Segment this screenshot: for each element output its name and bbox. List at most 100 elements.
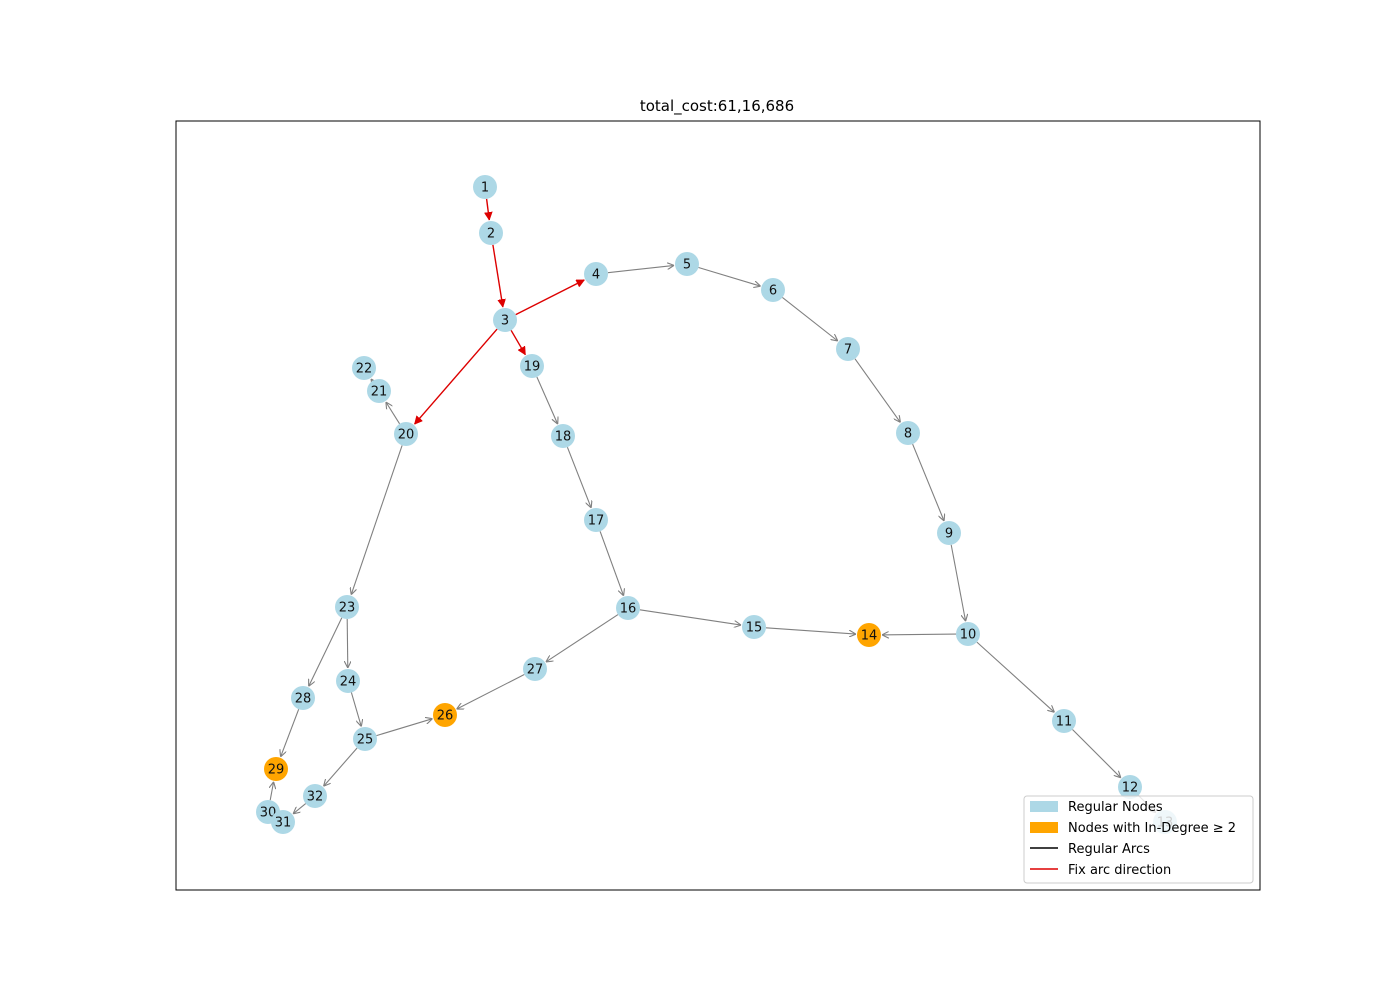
node-label-20: 20 <box>398 428 415 443</box>
node-19: 19 <box>520 354 544 378</box>
node-circle-21 <box>367 379 391 403</box>
node-label-22: 22 <box>356 362 373 377</box>
node-circle-16 <box>616 596 640 620</box>
node-label-15: 15 <box>746 621 763 636</box>
node-label-8: 8 <box>904 427 912 442</box>
node-label-5: 5 <box>683 258 691 273</box>
node-label-27: 27 <box>527 663 544 678</box>
node-8: 8 <box>896 421 920 445</box>
arc-5-6 <box>698 266 761 287</box>
node-label-6: 6 <box>769 284 777 299</box>
node-circle-9 <box>937 521 961 545</box>
arc-25-32 <box>324 747 358 786</box>
node-label-28: 28 <box>295 692 312 707</box>
node-31: 31 <box>271 810 295 834</box>
node-label-18: 18 <box>555 430 572 445</box>
arc-6-7 <box>782 296 837 341</box>
legend-box <box>1023 795 1254 884</box>
node-label-11: 11 <box>1056 715 1073 730</box>
node-label-16: 16 <box>620 602 637 617</box>
arc-4-5 <box>607 265 674 274</box>
node-circle-27 <box>523 657 547 681</box>
legend-label-indegree-nodes: Nodes with In-Degree ≥ 2 <box>1068 821 1236 836</box>
node-label-23: 23 <box>339 601 356 616</box>
arc-21-22 <box>371 379 372 381</box>
node-circle-28 <box>291 686 315 710</box>
node-circle-8 <box>896 421 920 445</box>
node-circle-23 <box>335 595 359 619</box>
node-circle-3 <box>493 308 517 332</box>
node-label-19: 19 <box>524 360 541 375</box>
arc-19-18 <box>536 376 558 424</box>
node-label-2: 2 <box>487 227 495 242</box>
node-10: 10 <box>956 622 980 646</box>
node-2: 2 <box>479 221 503 245</box>
node-circle-18 <box>551 424 575 448</box>
node-label-10: 10 <box>960 628 977 643</box>
legend-label-regular-nodes: Regular Nodes <box>1068 800 1163 815</box>
arc-27-26 <box>457 674 525 710</box>
arc-25-26 <box>376 719 433 737</box>
node-4: 4 <box>584 262 608 286</box>
node-29: 29 <box>264 757 288 781</box>
arc-7-8 <box>854 358 900 423</box>
node-label-4: 4 <box>592 268 600 283</box>
node-17: 17 <box>584 508 608 532</box>
node-circle-11 <box>1052 709 1076 733</box>
node-label-9: 9 <box>945 527 953 542</box>
arc-23-28 <box>309 617 343 687</box>
arc-23-24 <box>347 618 348 668</box>
node-7: 7 <box>836 337 860 361</box>
arc-3-20 <box>413 328 498 424</box>
node-3: 3 <box>493 308 517 332</box>
node-12: 12 <box>1118 775 1142 799</box>
node-circle-1 <box>473 175 497 199</box>
node-label-1: 1 <box>481 181 489 196</box>
legend-swatch-indegree-nodes <box>1030 822 1058 833</box>
node-6: 6 <box>761 278 785 302</box>
arc-10-14 <box>882 634 957 635</box>
node-label-7: 7 <box>844 343 852 358</box>
arc-15-14 <box>765 627 856 634</box>
arc-18-17 <box>566 446 591 508</box>
node-label-32: 32 <box>307 790 324 805</box>
arc-20-23 <box>351 445 403 594</box>
node-label-17: 17 <box>588 514 605 529</box>
node-circle-17 <box>584 508 608 532</box>
node-32: 32 <box>303 784 327 808</box>
legend-swatch-regular-nodes <box>1030 801 1058 812</box>
arc-24-25 <box>350 692 361 727</box>
node-label-12: 12 <box>1122 781 1139 796</box>
arc-20-21 <box>386 402 401 425</box>
node-16: 16 <box>616 596 640 620</box>
arcs-layer <box>270 198 1156 819</box>
arc-32-31 <box>293 803 307 814</box>
node-circle-19 <box>520 354 544 378</box>
node-label-30: 30 <box>260 806 277 821</box>
arc-2-3 <box>492 244 503 307</box>
legend-label-fix-arcs: Fix arc direction <box>1068 863 1171 878</box>
node-label-3: 3 <box>501 314 509 329</box>
nodes-layer: 1234567891011121314151617181920212223242… <box>256 175 1177 834</box>
node-24: 24 <box>336 669 360 693</box>
node-circle-15 <box>742 615 766 639</box>
node-9: 9 <box>937 521 961 545</box>
arc-1-2 <box>487 198 490 220</box>
node-circle-29 <box>264 757 288 781</box>
arc-3-19 <box>510 329 527 355</box>
node-20: 20 <box>394 422 418 446</box>
node-27: 27 <box>523 657 547 681</box>
arc-16-27 <box>546 614 619 662</box>
arc-16-15 <box>639 609 741 625</box>
node-circle-6 <box>761 278 785 302</box>
node-circle-31 <box>271 810 295 834</box>
legend: Regular Nodes Nodes with In-Degree ≥ 2 R… <box>1023 795 1254 884</box>
node-label-25: 25 <box>357 733 374 748</box>
node-1: 1 <box>473 175 497 199</box>
node-circle-22 <box>352 356 376 380</box>
arc-30-29 <box>270 782 273 801</box>
node-circle-24 <box>336 669 360 693</box>
node-circle-2 <box>479 221 503 245</box>
arc-28-29 <box>281 709 300 757</box>
